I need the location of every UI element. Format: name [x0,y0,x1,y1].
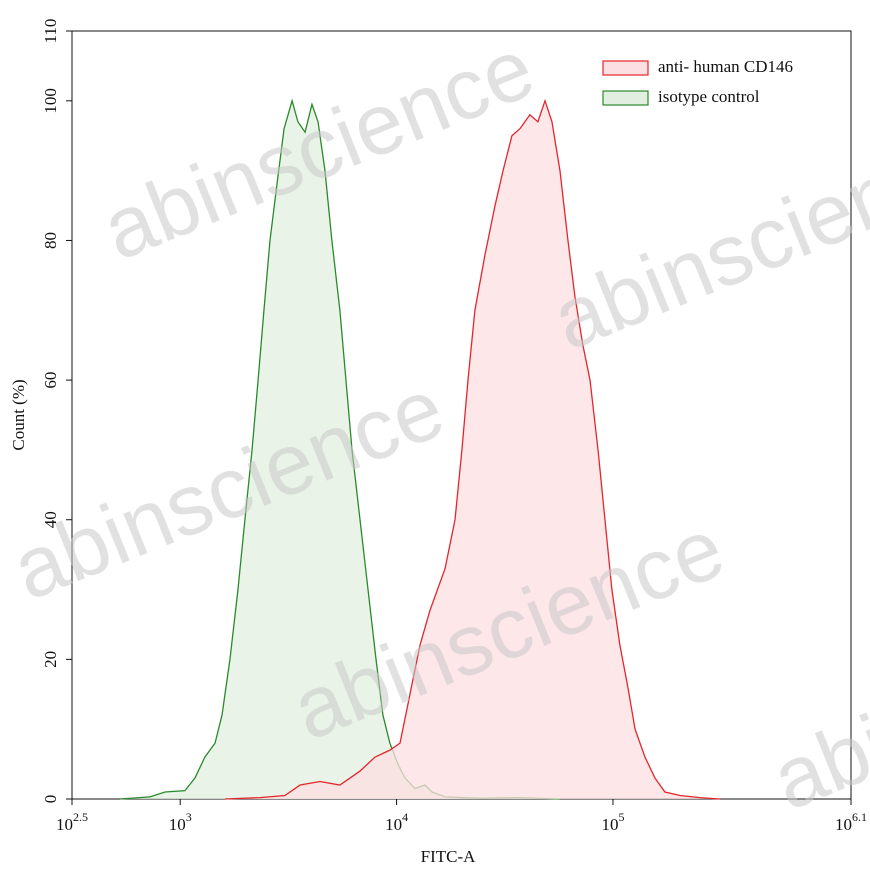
legend-label: anti- human CD146 [658,57,793,76]
y-tick-label: 60 [41,372,60,389]
x-tick-exponent: 6.1 [852,810,867,824]
x-tick-base: 10 [169,815,186,834]
y-tick-label: 100 [41,88,60,114]
watermark: abinscience [0,360,457,619]
line [224,98,720,800]
x-tick-label: 105 [601,810,624,834]
legend-swatch [602,60,649,76]
x-tick-exponent: 5 [618,810,624,824]
y-tick-label: 0 [41,795,60,804]
plot-area [119,98,720,800]
x-tick-label: 103 [169,810,192,834]
area-fill [119,100,560,800]
area-fill [225,100,720,800]
x-tick-base: 10 [835,815,852,834]
y-tick-label: 110 [41,19,60,44]
x-tick-exponent: 3 [186,810,192,824]
x-tick-exponent: 4 [402,810,408,824]
x-tick-base: 10 [601,815,618,834]
x-axis-label: FITC-A [421,847,477,866]
y-tick-label: 20 [41,651,60,668]
x-tick-exponent: 2.5 [73,810,88,824]
x-tick-base: 10 [56,815,73,834]
y-axis-label: Count (%) [9,379,28,450]
legend-swatch [602,90,649,106]
watermark: abinscience [540,110,870,369]
x-tick-label: 102.5 [56,810,88,834]
x-tick-base: 10 [385,815,402,834]
legend-label: isotype control [658,87,760,106]
x-tick-label: 106.1 [835,810,867,834]
y-tick-label: 80 [41,232,60,249]
x-tick-label: 104 [385,810,408,834]
watermark: abinscience [760,570,870,829]
y-tick-label: 40 [41,511,60,528]
